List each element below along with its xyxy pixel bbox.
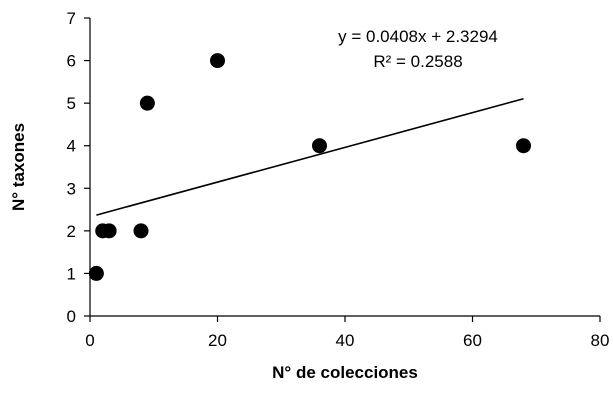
data-point <box>312 138 327 154</box>
y-tick-label: 4 <box>67 137 76 156</box>
trendline <box>96 97 524 216</box>
x-tick-label: 0 <box>85 331 94 350</box>
x-tick-label: 80 <box>591 331 610 350</box>
axes <box>89 18 600 317</box>
ticks <box>84 17 601 322</box>
data-point <box>139 95 155 111</box>
data-point <box>210 53 225 69</box>
data-point <box>516 138 531 154</box>
data-point <box>101 223 117 239</box>
tick-labels: 0 20 40 60 80 0 1 2 3 4 5 6 7 <box>67 9 610 350</box>
data-points <box>88 53 531 281</box>
y-tick-label: 1 <box>67 264 76 283</box>
x-axis-title: N° de colecciones <box>272 363 418 382</box>
y-tick-label: 0 <box>67 307 76 326</box>
y-tick-label: 3 <box>67 179 76 198</box>
trendline-group <box>96 97 524 216</box>
y-tick-label: 7 <box>67 9 76 28</box>
data-point <box>133 223 149 239</box>
y-axis-title: N° taxones <box>9 123 28 211</box>
trendline-equation: y = 0.0408x + 2.3294 <box>338 27 498 46</box>
trendline-r2: R² = 0.2588 <box>373 52 462 71</box>
y-tick-label: 2 <box>67 222 76 241</box>
x-tick-label: 20 <box>208 331 227 350</box>
y-tick-label: 6 <box>67 52 76 71</box>
x-tick-label: 60 <box>463 331 482 350</box>
data-point <box>88 265 104 281</box>
x-tick-label: 40 <box>336 331 355 350</box>
y-tick-label: 5 <box>67 94 76 113</box>
